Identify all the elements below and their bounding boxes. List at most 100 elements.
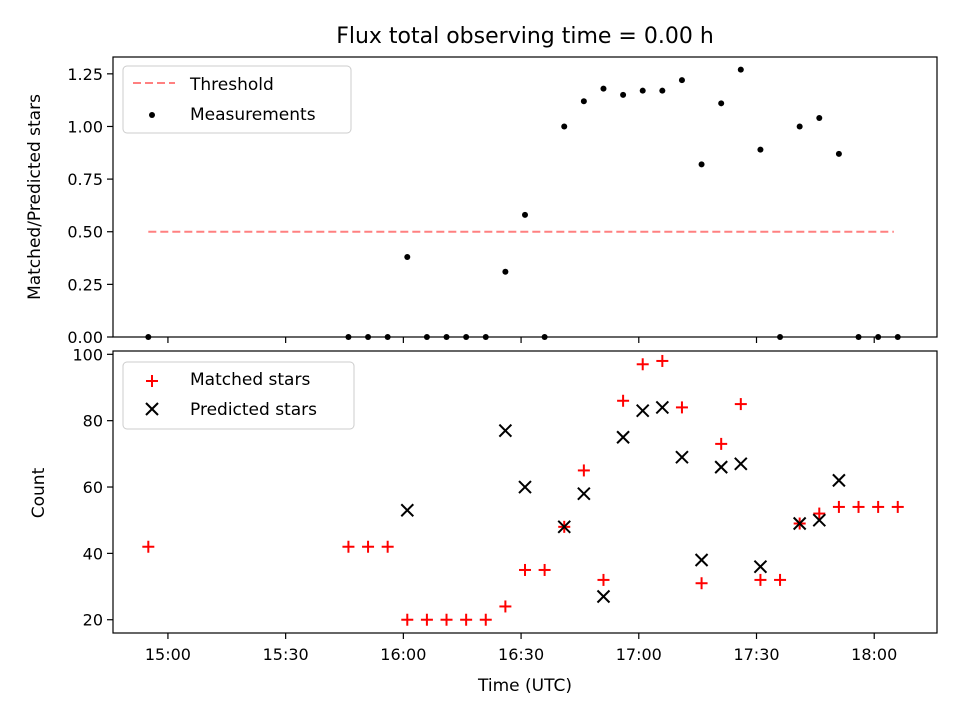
matched-stars-point [440,613,453,626]
predicted-stars-point-b [596,589,611,604]
predicted-stars-point [714,460,728,474]
legend-measurements-label: Measurements [190,105,316,125]
matched-stars-point [597,573,610,586]
matched-stars-point [362,540,375,553]
matched-stars-point [774,573,787,586]
predicted-stars-point [753,559,768,574]
top-y-axis-label: Matched/Predicted stars [25,94,45,300]
matched-stars-point [499,600,512,613]
measurement-point [757,146,764,153]
top-legend: Threshold Measurements [122,65,352,134]
predicted-stars-point-b [792,516,807,531]
predicted-stars-point-b [753,559,768,574]
measurement-point [561,123,568,130]
predicted-stars-point [518,480,532,494]
measurement-point [678,77,685,84]
legend-predicted-label: Predicted stars [190,400,317,420]
predicted-stars-point [557,520,571,534]
predicted-stars-point [694,553,709,567]
bottom-legend-box [122,361,355,430]
matched-stars-point [460,613,473,626]
matched-stars-point [832,500,845,513]
measurement-point [835,150,842,157]
measurement-point [600,85,607,92]
predicted-stars-point-b [636,404,650,418]
measurement-point [404,254,411,260]
predicted-stars-point [498,423,513,438]
top-axes-frame [112,56,938,338]
predicted-stars-point [636,404,650,418]
matched-stars-point [734,398,747,411]
predicted-stars-point-b [400,503,414,517]
measurement-point [580,98,587,105]
predicted-stars-point-b [577,486,591,501]
legend-matched-marker [146,375,158,387]
predicted-stars-point-b [812,513,826,527]
legend-predicted-marker [145,402,159,416]
measurement-point [718,100,725,107]
top-y-tick-label: 1.25 [67,65,103,84]
x-tick-label: 15:00 [145,645,191,664]
x-tick-label: 15:30 [263,645,309,664]
matched-stars-point [401,613,414,626]
measurement-point [659,87,666,94]
matched-stars-point [715,437,728,450]
x-tick-label: 16:30 [498,645,544,664]
predicted-stars-point-b [734,457,748,471]
top-y-tick-label: 1.00 [67,117,103,136]
legend-threshold-label: Threshold [189,75,274,95]
predicted-stars-point [812,513,826,527]
bottom-legend: Matched stars Predicted stars [122,361,355,430]
matched-stars-point [342,540,355,553]
x-tick-label: 17:30 [733,645,779,664]
predicted-stars-point-b [616,430,630,444]
predicted-stars-point-b [832,473,846,488]
predicted-stars-point-b [557,520,571,534]
matched-stars-point [852,500,865,513]
bottom-y-tick-label: 60 [83,478,103,497]
predicted-stars-point-b [714,460,728,474]
measurement-point [816,115,823,122]
measurement-point [796,123,803,130]
matched-stars-point [381,540,394,553]
predicted-stars-point-b [655,400,670,415]
measurement-point [522,211,528,218]
matched-stars-point [636,358,649,371]
top-y-tick-label: 0.00 [67,328,103,347]
matched-stars-point [577,464,590,477]
top-y-tick-label: 0.75 [67,170,103,189]
bottom-y-axis-label: Count [29,467,49,518]
bottom-y-tick-label: 40 [83,544,103,563]
matched-stars-point [519,563,531,576]
predicted-stars-point-b [675,450,689,464]
bottom-y-tick-label: 80 [83,412,103,431]
predicted-stars-point [832,473,846,488]
matched-stars-point [142,540,155,553]
bottom-y-tick-label: 100 [72,345,103,364]
matched-stars-point [420,613,433,626]
predicted-stars-point [596,589,611,604]
predicted-stars-point-b [498,423,513,438]
matched-stars-point [479,613,492,626]
matched-stars-point [872,500,885,513]
matched-stars-point [813,507,826,520]
top-y-tick-label: 0.50 [67,223,103,242]
matched-stars-point [695,577,708,590]
matched-stars-point [538,563,551,576]
measurement-point [620,91,627,98]
matched-stars-point [754,573,767,586]
x-tick-label: 17:00 [616,645,662,664]
measurement-point [639,87,646,94]
x-axis-label: Time (UTC) [477,676,572,696]
matched-stars-point [617,394,630,407]
predicted-stars-point [792,516,807,531]
x-tick-label: 16:00 [380,645,426,664]
bottom-y-tick-label: 20 [83,611,103,630]
predicted-stars-point [400,503,414,517]
bottom-plot-area: 20 40 60 80 100 15:00 15:30 16:00 16:30 17:00 17:3… [72,345,904,664]
predicted-stars-point [577,486,591,501]
legend-measurements-marker [149,112,155,118]
matched-stars-point [675,401,688,414]
measurement-point [698,161,705,168]
